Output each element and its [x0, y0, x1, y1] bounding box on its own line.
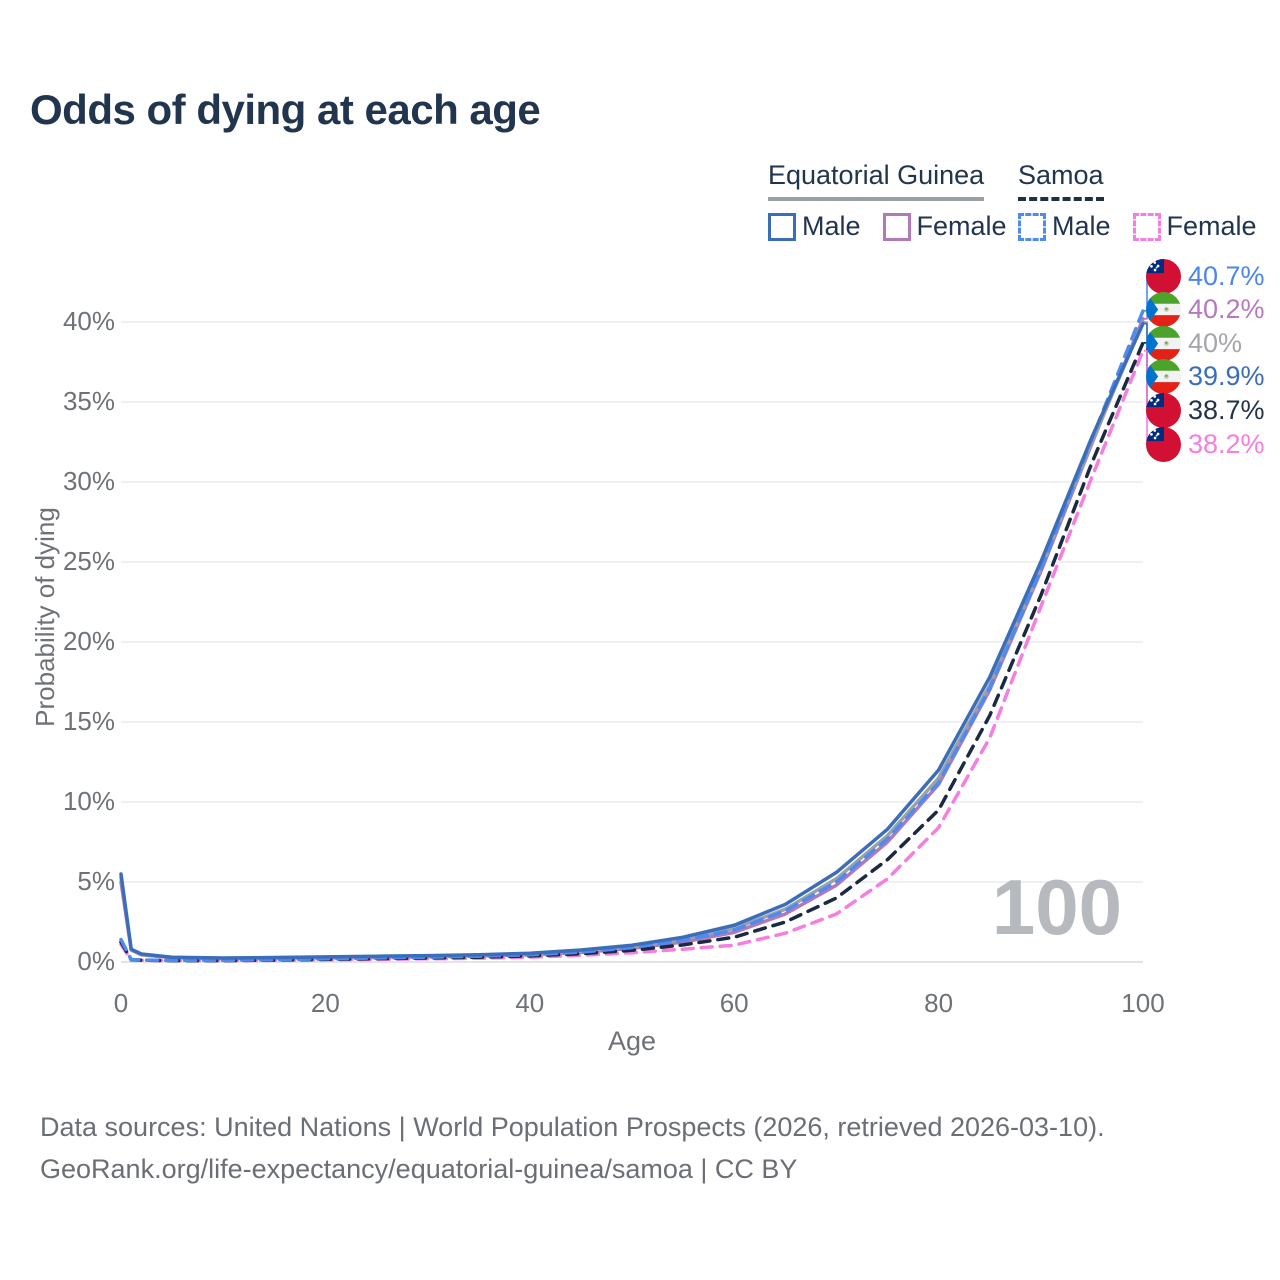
y-tick-label: 30% [62, 466, 115, 496]
age-watermark: 100 [991, 863, 1122, 951]
series-line-samoa-both-sexes [119, 341, 1145, 963]
equatorial-guinea-flag-icon [1146, 292, 1181, 327]
legend-item-label: Male [802, 211, 861, 241]
eg-female-swatch-icon [882, 212, 911, 241]
endpoint-value: 40.2% [1188, 294, 1265, 325]
footer-attribution[interactable]: GeoRank.org/life-expectancy/equatorial-g… [40, 1154, 798, 1184]
y-tick-label: 10% [62, 786, 115, 816]
legend-group-samoa: Samoa Male Female [1018, 160, 1257, 242]
x-tick-label: 60 [719, 988, 749, 1018]
series-line-equatorial-guinea-male [119, 321, 1145, 960]
series-line-equatorial-guinea-female [119, 317, 1145, 961]
y-tick-label: 5% [77, 866, 115, 896]
endpoint-label-eg-female: 40.2% [1146, 292, 1265, 328]
legend-group-equatorial-guinea: Equatorial Guinea Male Female [768, 160, 1007, 242]
x-tick-label: 80 [924, 988, 954, 1018]
legend-item-label: Female [1166, 211, 1257, 241]
endpoint-label-eg-male: 39.9% [1146, 359, 1265, 395]
endpoint-label-eg-both: 40% [1146, 325, 1242, 361]
endpoint-value: 38.2% [1188, 428, 1265, 459]
samoa-male-swatch-icon [1018, 212, 1046, 241]
eg-male-swatch-icon [768, 212, 796, 241]
legend-item-eg-female[interactable]: Female [882, 211, 1007, 242]
endpoint-label-samoa-male: 40.7% [1146, 258, 1265, 294]
y-tick-label: 0% [77, 946, 115, 976]
equatorial-guinea-flag-icon [1146, 326, 1181, 361]
x-tick-label: 100 [1121, 988, 1165, 1018]
legend-item-label: Male [1052, 211, 1111, 241]
samoa-flag-icon [1146, 427, 1181, 462]
series-line-equatorial-guinea-both-sexes [119, 320, 1145, 961]
y-tick-label: 15% [62, 706, 115, 736]
endpoint-label-samoa-female: 38.2% [1146, 426, 1265, 462]
x-tick-label: 0 [113, 988, 129, 1018]
endpoint-value: 40% [1188, 327, 1243, 358]
endpoint-label-samoa-both: 38.7% [1146, 392, 1265, 428]
x-tick-label: 40 [515, 988, 545, 1018]
y-tick-label: 35% [62, 386, 115, 416]
equatorial-guinea-flag-icon [1146, 359, 1181, 394]
endpoint-value: 38.7% [1188, 394, 1265, 425]
y-tick-label: 20% [62, 626, 115, 656]
legend-item-eg-male[interactable]: Male [768, 211, 861, 242]
endpoint-value: 40.7% [1188, 260, 1265, 291]
y-axis-title: Probability of dying [30, 507, 60, 727]
legend-heading-equatorial-guinea[interactable]: Equatorial Guinea [768, 160, 985, 201]
legend-item-label: Female [916, 211, 1007, 241]
footer: Data sources: United Nations | World Pop… [40, 1106, 1105, 1190]
legend-item-samoa-male[interactable]: Male [1018, 211, 1111, 242]
y-tick-label: 40% [62, 306, 115, 336]
samoa-female-swatch-icon [1132, 212, 1161, 241]
legend-item-samoa-female[interactable]: Female [1132, 211, 1257, 242]
x-axis-title: Age [607, 1026, 657, 1056]
samoa-flag-icon [1146, 393, 1181, 428]
x-tick-label: 20 [310, 988, 340, 1018]
samoa-flag-icon [1146, 259, 1181, 294]
endpoint-value: 39.9% [1188, 361, 1265, 392]
legend-heading-samoa[interactable]: Samoa [1018, 160, 1104, 201]
series-line-samoa-male [119, 309, 1145, 963]
series-line-samoa-female [119, 349, 1145, 963]
y-tick-label: 25% [62, 546, 115, 576]
footer-data-sources: Data sources: United Nations | World Pop… [40, 1112, 1105, 1142]
page-title: Odds of dying at each age [30, 86, 541, 133]
